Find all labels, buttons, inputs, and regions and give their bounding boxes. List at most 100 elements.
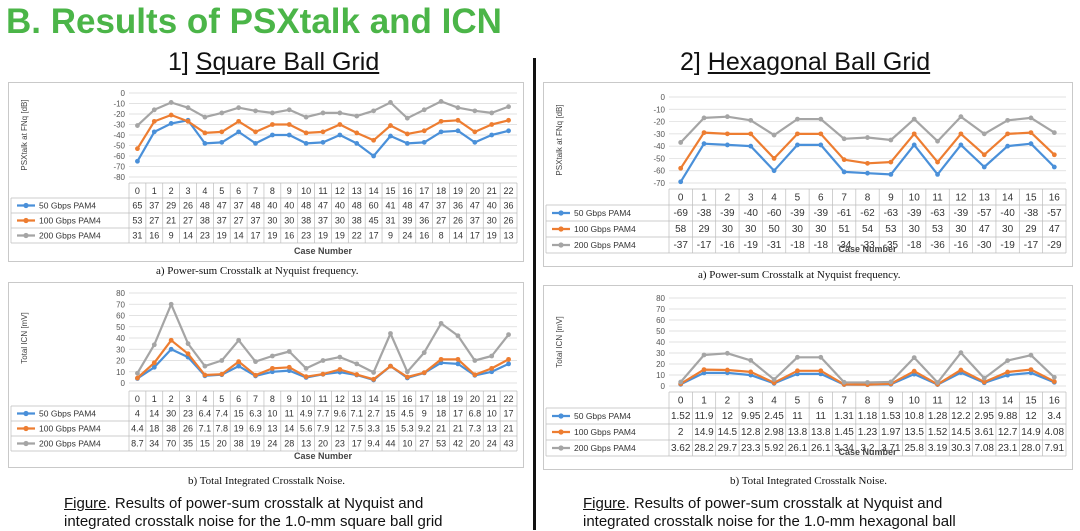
data-point (286, 122, 292, 127)
data-label: 19 (487, 231, 497, 241)
y-tick-label: -50 (113, 142, 125, 151)
x-tick-label: 18 (436, 394, 446, 404)
data-label: 37 (318, 216, 328, 226)
data-label: 30 (955, 224, 967, 235)
hexagonal-figure-text-2: integrated crosstalk noise for the 1.0-m… (583, 513, 956, 530)
data-point (1005, 143, 1011, 149)
data-label: -17 (1024, 240, 1039, 251)
hexagonal-psxtalk-chart: 0 -10 -20 -30 -40 -50 -60 -70 PSXtalk at FNq [dB… (545, 93, 1067, 254)
data-label: 44 (385, 439, 395, 449)
data-label: -33 (860, 240, 875, 251)
data-point (472, 108, 478, 114)
legend-swatch-marker (558, 429, 564, 435)
data-label: 17 (352, 439, 362, 449)
legend-entry: 200 Gbps PAM4 (574, 443, 636, 453)
data-label: 29 (166, 201, 176, 211)
data-point (236, 105, 242, 111)
data-label: 26 (183, 201, 193, 211)
data-label: -18 (814, 240, 829, 251)
y-tick-label: 20 (656, 360, 665, 369)
data-point (724, 131, 730, 137)
x-tick-label: 2 (725, 396, 731, 407)
data-point (958, 131, 964, 137)
data-label: 17 (453, 409, 463, 419)
data-point (438, 118, 444, 124)
data-point (911, 131, 917, 137)
data-point (888, 172, 894, 177)
data-label: -38 (1024, 208, 1039, 219)
data-label: 7.91 (1045, 443, 1065, 454)
data-label: 19 (318, 231, 328, 241)
data-point (1028, 141, 1034, 147)
data-point (795, 116, 800, 122)
data-point (269, 365, 275, 371)
data-label: 4 (135, 409, 140, 419)
data-label: 7.08 (975, 443, 995, 454)
data-label: 23 (301, 231, 311, 241)
data-label: 2.95 (975, 411, 995, 422)
x-tick-label: 1 (701, 396, 707, 407)
data-point (981, 152, 987, 158)
data-label: 4.9 (300, 409, 313, 419)
data-label: 4.08 (1045, 427, 1065, 438)
data-label: -18 (907, 240, 922, 251)
data-label: -39 (790, 208, 805, 219)
data-label: 8.7 (131, 439, 144, 449)
y-tick-label: -50 (653, 154, 665, 163)
data-point (303, 130, 309, 136)
data-label: 23 (200, 231, 210, 241)
y-tick-label: 70 (116, 300, 125, 309)
data-point (748, 131, 754, 137)
data-point (337, 122, 343, 127)
y-tick-label: 0 (121, 379, 126, 388)
data-point (748, 369, 754, 375)
data-label: 30 (166, 409, 176, 419)
data-point (678, 379, 684, 385)
square-figure-text-2: integrated crosstalk noise for the 1.0-m… (64, 513, 443, 530)
data-label: -62 (860, 208, 875, 219)
x-tick-label: 16 (402, 394, 412, 404)
data-label: 3.19 (928, 443, 948, 454)
data-point (202, 114, 208, 120)
x-tick-label: 18 (436, 186, 446, 196)
data-label: 29 (698, 224, 710, 235)
data-point (135, 146, 140, 152)
x-tick-label: 22 (504, 394, 514, 404)
y-tick-label: -30 (653, 130, 665, 139)
legend-swatch-marker (558, 413, 564, 419)
data-label: -57 (1047, 208, 1062, 219)
data-point (320, 129, 326, 135)
x-tick-label: 20 (470, 186, 480, 196)
data-point (771, 132, 777, 138)
data-point (1051, 379, 1057, 384)
data-point (185, 118, 191, 124)
data-point (455, 333, 461, 339)
data-point (337, 354, 343, 360)
data-label: 47 (419, 201, 429, 211)
data-label: 31 (385, 216, 395, 226)
data-point (911, 355, 917, 361)
data-label: 14.9 (1021, 427, 1041, 438)
data-label: 45 (369, 216, 379, 226)
x-tick-label: 17 (419, 186, 429, 196)
data-label: 6.3 (249, 409, 262, 419)
x-tick-label: 11 (932, 396, 943, 407)
y-tick-label: -10 (653, 105, 665, 114)
data-point (438, 320, 444, 326)
x-tick-label: 6 (818, 396, 824, 407)
data-point (269, 353, 275, 359)
data-point (202, 372, 208, 378)
square-psxtalk-caption: a) Power-sum Crosstalk at Nyquist freque… (156, 265, 359, 277)
data-label: 48 (200, 201, 210, 211)
data-label: 21 (504, 424, 514, 434)
data-label: 53 (932, 224, 944, 235)
y-tick-label: -20 (653, 118, 665, 127)
x-tick-label: 4 (771, 396, 777, 407)
data-point (421, 128, 427, 134)
x-tick-label: 6 (818, 193, 824, 204)
data-point (678, 179, 684, 185)
data-label: 38 (301, 216, 311, 226)
data-label: 10 (402, 439, 412, 449)
legend-swatch-marker (558, 242, 564, 248)
data-point (748, 143, 754, 149)
